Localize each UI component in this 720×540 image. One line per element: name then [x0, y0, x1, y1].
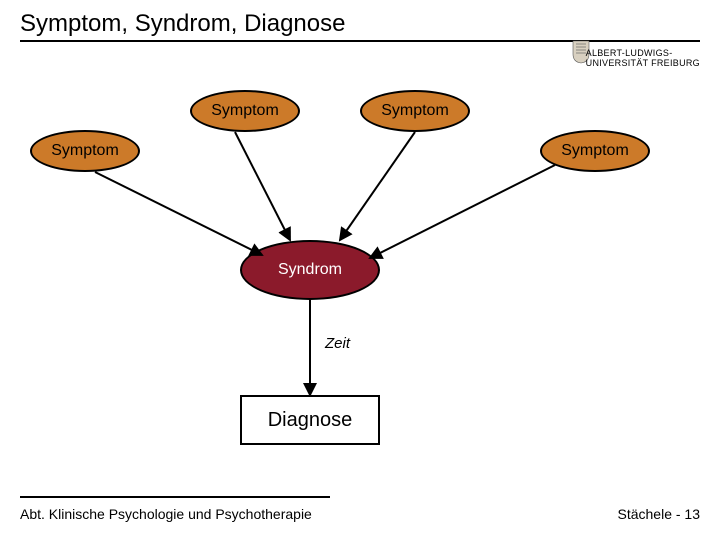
footer-department: Abt. Klinische Psychologie und Psychothe… [20, 506, 312, 522]
node-label: Diagnose [268, 409, 353, 432]
symptom-node-4: Symptom [540, 130, 650, 172]
node-label: Symptom [211, 102, 279, 120]
symptom-node-2: Symptom [190, 90, 300, 132]
node-label: Symptom [51, 142, 119, 160]
page-title: Symptom, Syndrom, Diagnose [20, 10, 700, 38]
syndrom-node: Syndrom [240, 240, 380, 300]
node-label: Symptom [381, 102, 449, 120]
zeit-label: Zeit [325, 335, 350, 352]
symptom-node-1: Symptom [30, 130, 140, 172]
footer-divider [20, 496, 330, 498]
title-underline [20, 40, 700, 42]
node-label: Symptom [561, 142, 629, 160]
footer-page-number: Stächele - 13 [618, 506, 701, 522]
diagnose-node: Diagnose [240, 395, 380, 445]
symptom-node-3: Symptom [360, 90, 470, 132]
diagram-area: Symptom Symptom Symptom Symptom Syndrom … [0, 60, 720, 490]
university-line1: ALBERT-LUDWIGS- [586, 48, 700, 58]
node-label: Syndrom [278, 261, 342, 279]
